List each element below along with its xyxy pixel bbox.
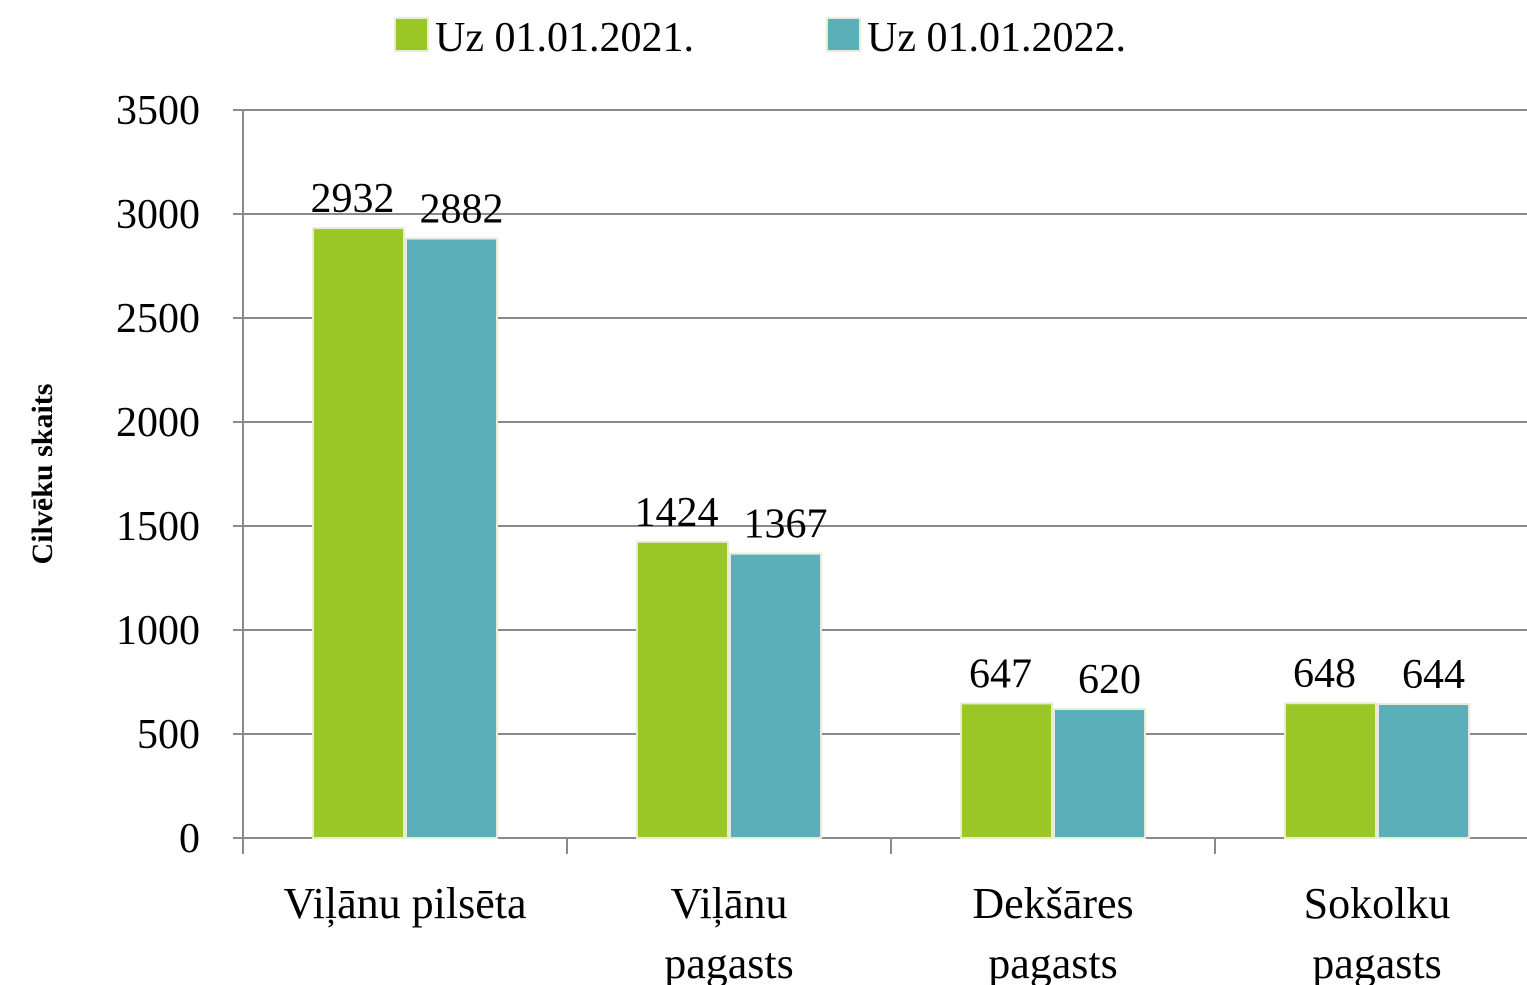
bar <box>1053 708 1146 839</box>
x-tick-label: pagasts <box>664 939 794 985</box>
x-tick-label: Dekšāres <box>972 879 1133 928</box>
y-tick-label: 3000 <box>116 192 200 238</box>
y-axis-title: Cilvēku skaits <box>26 384 59 565</box>
x-tick-label: pagasts <box>988 939 1118 985</box>
legend-label: Uz 01.01.2022. <box>867 15 1126 61</box>
y-tick-label: 2500 <box>116 296 200 342</box>
value-label: 2882 <box>420 187 504 233</box>
x-tick-label: Sokolku <box>1304 879 1451 928</box>
legend-swatch <box>394 17 429 52</box>
bar <box>636 540 729 839</box>
value-label: 1367 <box>744 502 828 548</box>
x-tick-label: Viļānu pilsēta <box>284 879 527 928</box>
y-tick-label: 1000 <box>116 608 200 654</box>
y-tick-label: 2000 <box>116 400 200 446</box>
x-tick-label: pagasts <box>1312 939 1442 985</box>
value-label: 648 <box>1293 651 1356 697</box>
legend-swatch <box>826 17 861 52</box>
value-label: 620 <box>1078 657 1141 703</box>
value-label: 1424 <box>635 490 719 536</box>
value-label: 647 <box>969 651 1032 697</box>
value-label: 644 <box>1402 652 1465 698</box>
y-tick-label: 3500 <box>116 88 200 134</box>
y-tick-label: 0 <box>179 816 200 862</box>
bar <box>312 227 405 840</box>
bar <box>1377 703 1470 839</box>
bar <box>960 702 1053 840</box>
bar <box>729 552 822 839</box>
bar <box>405 237 498 839</box>
bar <box>1284 702 1377 839</box>
y-tick-label: 500 <box>137 712 200 758</box>
legend-label: Uz 01.01.2021. <box>435 15 694 61</box>
x-tick-label: Viļānu <box>670 879 787 928</box>
y-tick-label: 1500 <box>116 504 200 550</box>
value-label: 2932 <box>311 176 395 222</box>
